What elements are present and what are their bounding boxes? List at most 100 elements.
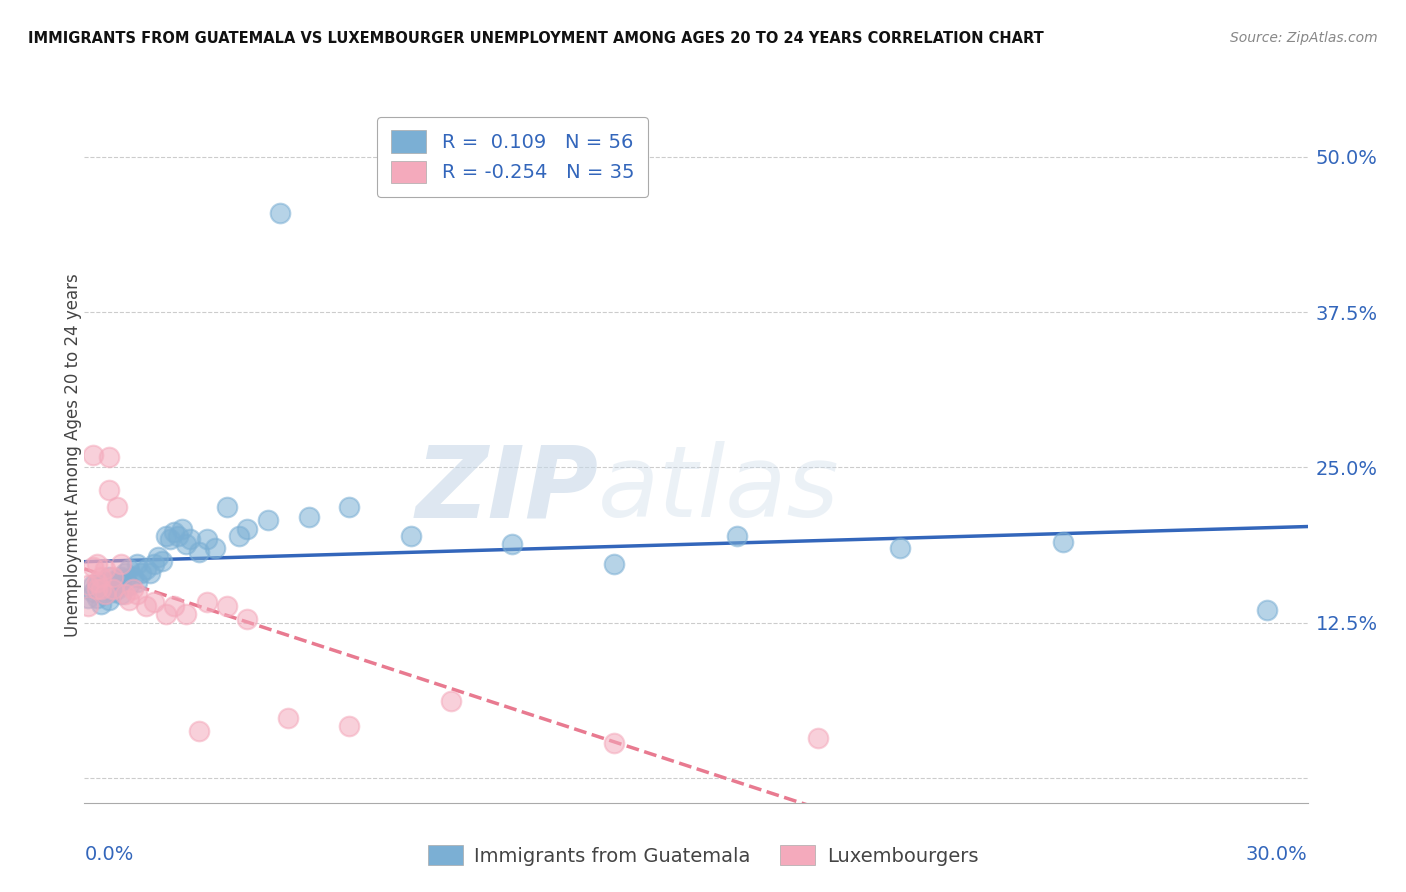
Point: [118, 578, 141, 592]
Point: [204, 541, 226, 555]
Point: [725, 529, 748, 543]
Point: [277, 711, 299, 725]
Point: [269, 205, 291, 219]
Point: [86, 582, 108, 596]
Point: [105, 572, 128, 586]
Point: [93, 587, 115, 601]
Point: [101, 570, 124, 584]
Point: [236, 612, 259, 626]
Point: [90, 578, 112, 592]
Legend: R =  0.109   N = 56, R = -0.254   N = 35: R = 0.109 N = 56, R = -0.254 N = 35: [377, 117, 648, 196]
Point: [101, 578, 124, 592]
Y-axis label: Unemployment Among Ages 20 to 24 years: Unemployment Among Ages 20 to 24 years: [65, 273, 82, 637]
Text: atlas: atlas: [598, 442, 839, 538]
Point: [807, 731, 830, 746]
Point: [1052, 534, 1074, 549]
Point: [122, 570, 145, 584]
Point: [82, 559, 104, 574]
Point: [114, 572, 136, 586]
Point: [86, 574, 108, 589]
Text: 0.0%: 0.0%: [84, 845, 134, 863]
Point: [122, 582, 145, 596]
Point: [163, 524, 186, 539]
Point: [110, 558, 132, 572]
Point: [77, 578, 100, 592]
Point: [127, 587, 149, 601]
Point: [217, 599, 239, 614]
Point: [187, 545, 209, 559]
Text: ZIP: ZIP: [415, 442, 598, 538]
Point: [86, 558, 108, 572]
Point: [217, 500, 239, 514]
Point: [118, 562, 141, 576]
Point: [86, 591, 108, 605]
Point: [90, 597, 112, 611]
Point: [501, 537, 523, 551]
Point: [97, 450, 120, 465]
Point: [118, 593, 141, 607]
Point: [97, 570, 120, 584]
Point: [77, 599, 100, 614]
Point: [82, 584, 104, 599]
Text: IMMIGRANTS FROM GUATEMALA VS LUXEMBOURGER UNEMPLOYMENT AMONG AGES 20 TO 24 YEARS: IMMIGRANTS FROM GUATEMALA VS LUXEMBOURGE…: [28, 31, 1043, 46]
Point: [135, 599, 157, 614]
Point: [93, 574, 115, 589]
Point: [174, 607, 197, 621]
Point: [174, 537, 197, 551]
Point: [298, 510, 321, 524]
Point: [142, 558, 165, 572]
Legend: Immigrants from Guatemala, Luxembourgers: Immigrants from Guatemala, Luxembourgers: [420, 838, 986, 873]
Point: [172, 523, 194, 537]
Point: [101, 574, 124, 589]
Point: [86, 578, 108, 592]
Point: [187, 723, 209, 738]
Point: [603, 736, 626, 750]
Point: [603, 558, 626, 572]
Point: [159, 533, 181, 547]
Point: [1256, 603, 1278, 617]
Point: [889, 541, 911, 555]
Point: [101, 582, 124, 596]
Point: [440, 694, 463, 708]
Point: [97, 593, 120, 607]
Point: [82, 448, 104, 462]
Point: [105, 582, 128, 596]
Point: [150, 553, 173, 567]
Point: [93, 587, 115, 601]
Point: [138, 566, 160, 580]
Point: [228, 529, 250, 543]
Text: Source: ZipAtlas.com: Source: ZipAtlas.com: [1230, 31, 1378, 45]
Point: [155, 529, 177, 543]
Point: [142, 594, 165, 608]
Point: [110, 570, 132, 584]
Point: [257, 512, 280, 526]
Point: [146, 549, 169, 564]
Point: [195, 533, 218, 547]
Point: [93, 562, 115, 576]
Point: [82, 578, 104, 592]
Point: [399, 529, 422, 543]
Point: [90, 570, 112, 584]
Point: [105, 500, 128, 514]
Point: [163, 599, 186, 614]
Point: [195, 594, 218, 608]
Point: [339, 719, 360, 733]
Point: [167, 529, 190, 543]
Point: [131, 566, 153, 580]
Point: [339, 500, 360, 514]
Point: [97, 483, 120, 497]
Point: [90, 582, 112, 596]
Point: [110, 587, 132, 601]
Point: [236, 523, 259, 537]
Point: [77, 591, 100, 605]
Point: [127, 558, 149, 572]
Point: [155, 607, 177, 621]
Text: 30.0%: 30.0%: [1246, 845, 1308, 863]
Point: [93, 578, 115, 592]
Point: [127, 574, 149, 589]
Point: [114, 566, 136, 580]
Point: [114, 587, 136, 601]
Point: [101, 584, 124, 599]
Point: [179, 533, 201, 547]
Point: [135, 562, 157, 576]
